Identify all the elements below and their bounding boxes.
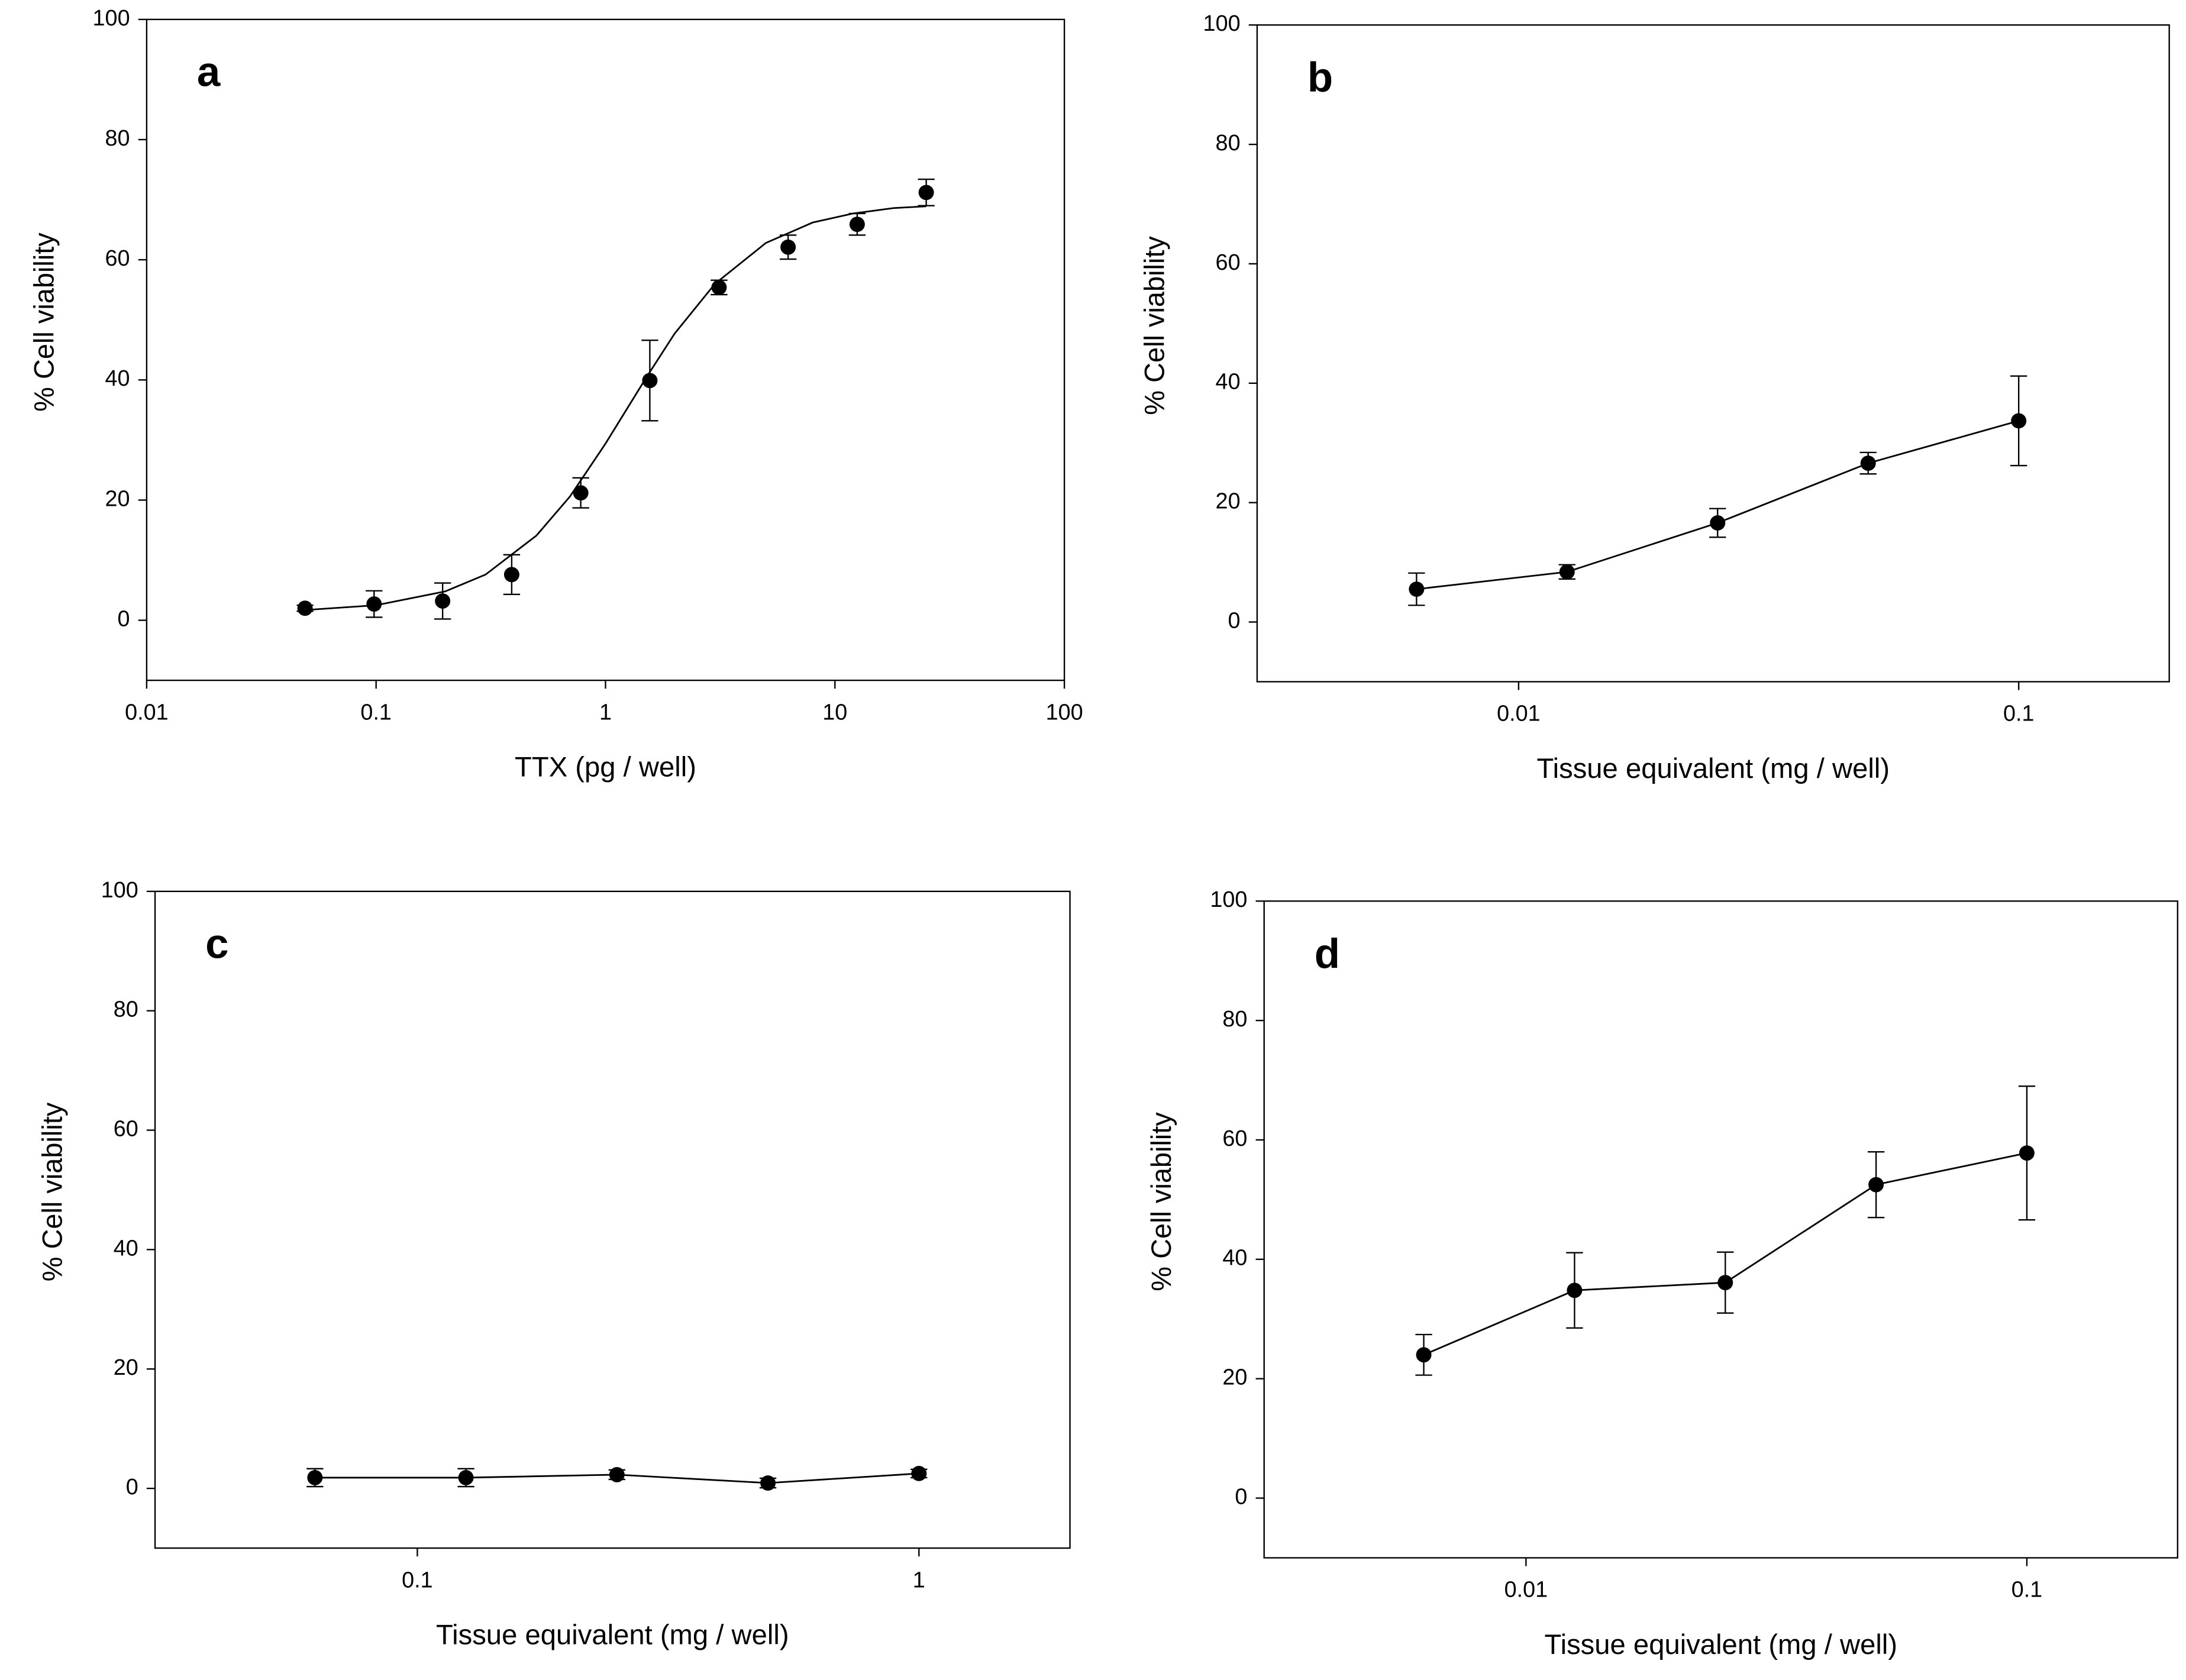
data-point <box>1409 581 1425 597</box>
data-point <box>1567 1282 1583 1298</box>
data-point <box>911 1465 927 1481</box>
panel-label: b <box>1307 54 1333 101</box>
x-tick-label: 1 <box>913 1567 925 1592</box>
data-point <box>2011 413 2027 429</box>
y-tick-label: 60 <box>114 1116 138 1141</box>
y-axis-label: % Cell viability <box>1145 1112 1177 1291</box>
data-point <box>642 373 658 389</box>
x-axis-label: Tissue equivalent (mg / well) <box>1537 752 1890 784</box>
x-tick-label: 100 <box>1046 699 1083 724</box>
x-axis-label: Tissue equivalent (mg / well) <box>1544 1629 1897 1660</box>
data-point <box>1559 564 1575 580</box>
data-point <box>609 1466 625 1482</box>
y-tick-label: 100 <box>93 5 130 30</box>
fit-curve <box>305 205 926 611</box>
y-axis-label: % Cell viability <box>36 1102 67 1281</box>
data-point <box>760 1475 776 1491</box>
x-axis-label: Tissue equivalent (mg / well) <box>436 1619 789 1650</box>
y-tick-label: 40 <box>1216 369 1241 394</box>
y-tick-label: 80 <box>105 125 130 150</box>
y-tick-label: 20 <box>1216 489 1241 513</box>
y-tick-label: 100 <box>1203 11 1241 35</box>
y-tick-label: 20 <box>114 1355 138 1379</box>
x-tick-label: 0.1 <box>402 1567 433 1592</box>
x-tick-label: 0.1 <box>2011 1577 2043 1602</box>
x-tick-label: 0.01 <box>125 699 169 724</box>
data-point <box>1860 455 1876 471</box>
data-point <box>297 600 313 616</box>
plot-frame <box>1263 900 2179 1559</box>
y-tick-label: 60 <box>105 245 130 270</box>
panel-label: a <box>197 49 221 95</box>
data-point <box>849 217 865 232</box>
plot-frame <box>154 890 1071 1549</box>
data-point <box>458 1470 474 1485</box>
data-point <box>1868 1177 1884 1193</box>
y-axis-label: % Cell viability <box>1138 236 1170 415</box>
y-tick-label: 60 <box>1216 250 1241 274</box>
y-tick-label: 20 <box>1222 1365 1247 1390</box>
x-tick-label: 0.01 <box>1497 701 1541 726</box>
y-tick-label: 0 <box>118 606 130 631</box>
x-axis-label: TTX (pg / well) <box>515 751 696 783</box>
y-tick-label: 40 <box>1222 1245 1247 1270</box>
y-tick-label: 80 <box>1216 130 1241 155</box>
x-tick-label: 0.1 <box>2003 701 2035 726</box>
y-tick-label: 80 <box>114 997 138 1022</box>
data-point <box>307 1470 323 1485</box>
data-line <box>1416 420 2019 590</box>
y-tick-label: 100 <box>101 877 138 902</box>
data-point <box>918 185 934 201</box>
y-tick-label: 0 <box>126 1474 138 1499</box>
data-point <box>366 596 382 612</box>
y-tick-label: 40 <box>105 366 130 390</box>
data-point <box>711 279 727 295</box>
y-tick-label: 20 <box>105 486 130 511</box>
data-point <box>780 239 796 255</box>
panel-label: c <box>205 920 228 967</box>
y-tick-label: 60 <box>1222 1126 1247 1151</box>
data-point <box>1710 515 1726 531</box>
y-tick-label: 40 <box>114 1235 138 1260</box>
panel-label: d <box>1315 930 1340 977</box>
y-tick-label: 100 <box>1210 887 1247 912</box>
x-tick-label: 10 <box>822 699 847 724</box>
data-point <box>1416 1347 1432 1363</box>
data-point <box>573 485 589 501</box>
y-tick-label: 0 <box>1228 608 1241 633</box>
plot-frame <box>1256 24 2170 683</box>
x-tick-label: 0.1 <box>360 699 392 724</box>
data-point <box>1717 1275 1733 1291</box>
x-tick-label: 1 <box>599 699 612 724</box>
y-tick-label: 0 <box>1235 1484 1247 1509</box>
y-tick-label: 80 <box>1222 1006 1247 1031</box>
data-point <box>435 593 451 609</box>
data-point <box>503 567 519 583</box>
x-tick-label: 0.01 <box>1504 1577 1548 1602</box>
y-axis-label: % Cell viability <box>28 232 59 412</box>
plot-frame <box>146 18 1065 681</box>
data-point <box>2019 1145 2035 1161</box>
